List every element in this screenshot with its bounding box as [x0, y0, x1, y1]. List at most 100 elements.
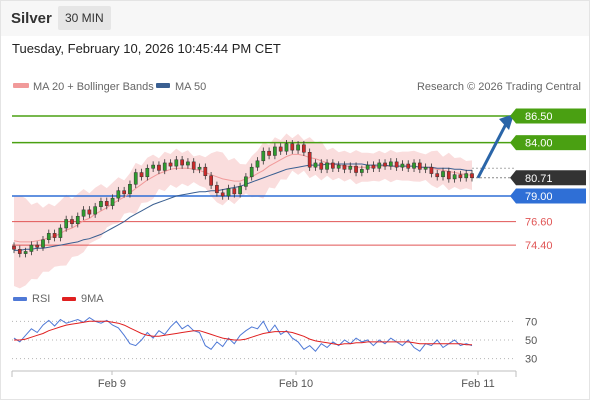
- candle: [104, 197, 109, 210]
- candle-body: [360, 169, 364, 173]
- level-label-box: [516, 170, 586, 186]
- candle: [458, 170, 463, 182]
- candle: [162, 159, 167, 175]
- level-label-74.40: 74.40: [525, 240, 553, 252]
- x-tick-label: Feb 9: [98, 378, 126, 390]
- candle-body: [319, 162, 324, 170]
- candle-body: [435, 173, 440, 178]
- candle: [209, 172, 213, 190]
- candle: [406, 160, 411, 172]
- level-label-79.00: 79.00: [510, 188, 586, 204]
- candle-body: [209, 175, 213, 186]
- candle-body: [186, 161, 190, 166]
- candles-layer: [12, 140, 474, 258]
- candle-body: [296, 144, 300, 151]
- candle: [377, 159, 382, 172]
- level-lines-layer: [12, 115, 516, 246]
- candle-body: [464, 173, 469, 179]
- candle-body: [168, 162, 173, 167]
- candle: [58, 224, 63, 242]
- candle: [417, 159, 422, 174]
- candle: [128, 180, 132, 198]
- candle-body: [17, 249, 22, 254]
- candle-body: [35, 244, 40, 248]
- candle: [383, 159, 387, 170]
- candle-body: [110, 197, 115, 206]
- candle: [35, 241, 40, 251]
- candle: [232, 184, 237, 198]
- candle: [12, 242, 16, 254]
- candle: [249, 163, 254, 181]
- candle: [302, 141, 306, 156]
- candle-body: [325, 162, 329, 170]
- candle: [238, 182, 242, 198]
- candle-body: [203, 166, 208, 176]
- candle-body: [93, 206, 98, 215]
- candle-body: [99, 201, 103, 207]
- level-label-pointer: [510, 170, 516, 186]
- candle-body: [394, 161, 399, 168]
- rsi-tick-30: 30: [525, 354, 537, 366]
- rsi-ma-legend-swatch: [62, 297, 76, 301]
- ma50-legend-swatch: [156, 83, 170, 88]
- candle-body: [215, 185, 219, 194]
- forecast-arrow-head: [499, 114, 514, 130]
- candle: [394, 158, 399, 171]
- level-labels-layer: 86.50 84.00 80.71 79.00 76.60 74.40: [510, 108, 586, 252]
- level-label-84.00: 84.00: [510, 135, 586, 151]
- rsi-ma-line: [14, 320, 472, 346]
- candle-body: [41, 239, 45, 248]
- rsi-tick-50: 50: [525, 335, 537, 347]
- candle-body: [145, 168, 150, 178]
- candle: [354, 162, 358, 177]
- level-label-text: 84.00: [525, 138, 553, 150]
- candle: [278, 143, 283, 155]
- candle-body: [52, 233, 57, 238]
- candle-body: [284, 143, 289, 152]
- candle-body: [342, 164, 347, 170]
- candle-body: [116, 190, 121, 199]
- candle: [325, 159, 329, 174]
- level-label-box: [516, 135, 586, 151]
- candle: [23, 247, 28, 258]
- candle-body: [458, 174, 463, 179]
- level-label-box: [516, 108, 586, 124]
- level-label-text: 74.40: [525, 240, 553, 252]
- candle: [75, 212, 80, 228]
- candle: [429, 163, 434, 178]
- level-label-86.50: 86.50: [510, 108, 586, 124]
- candle-body: [81, 209, 86, 217]
- candle: [412, 159, 416, 172]
- candle-body: [157, 164, 161, 171]
- candle: [470, 169, 474, 182]
- level-label-text: 80.71: [525, 173, 553, 185]
- candle-body: [58, 227, 63, 238]
- candle: [336, 161, 341, 172]
- candle: [110, 194, 115, 210]
- candle: [371, 161, 376, 172]
- x-axis-labels: Feb 9 Feb 10 Feb 11: [98, 371, 495, 390]
- level-label-76.60: 76.60: [525, 217, 553, 229]
- candle-body: [273, 146, 277, 156]
- candle: [116, 186, 121, 202]
- candle-body: [470, 173, 474, 179]
- candle: [87, 206, 92, 218]
- candle: [197, 163, 202, 174]
- candle: [441, 167, 445, 181]
- candle: [203, 163, 208, 180]
- candle-body: [429, 166, 434, 174]
- candle-body: [191, 161, 196, 170]
- candle: [435, 169, 440, 181]
- candle: [52, 229, 57, 242]
- timeframe-badge[interactable]: 30 MIN: [58, 6, 111, 30]
- candle: [452, 170, 457, 183]
- candle: [360, 165, 364, 177]
- candle-body: [278, 146, 283, 152]
- level-label-pointer: [510, 188, 516, 204]
- candle: [133, 168, 138, 188]
- candle-body: [336, 164, 341, 169]
- candle-body: [139, 172, 144, 178]
- candle: [365, 161, 370, 174]
- candle-body: [441, 171, 445, 178]
- candle-body: [174, 159, 179, 167]
